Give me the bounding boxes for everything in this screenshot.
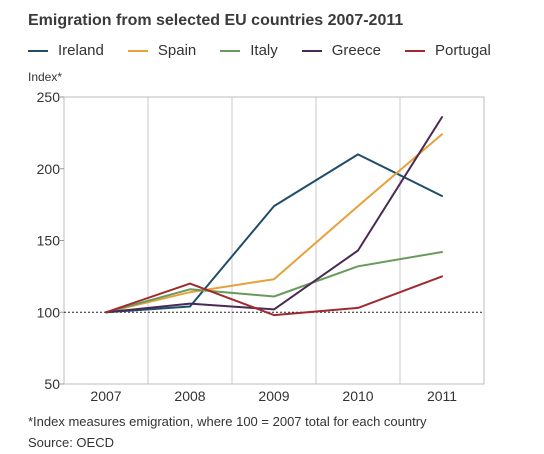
legend: Ireland Spain Italy Greece Portugal: [28, 42, 515, 59]
y-axis-label: Index*: [28, 70, 63, 84]
x-tick-label: 2007: [90, 388, 121, 404]
series-line-spain: [105, 133, 443, 314]
legend-swatch-greece: [301, 49, 322, 52]
legend-item-greece: Greece: [301, 42, 381, 59]
footnote: *Index measures emigration, where 100 = …: [28, 414, 427, 429]
legend-label-ireland: Ireland: [58, 42, 104, 59]
series-line-ireland: [105, 153, 443, 314]
x-tick-label: 2009: [258, 388, 289, 404]
legend-label-greece: Greece: [331, 42, 381, 59]
legend-item-italy: Italy: [220, 42, 278, 59]
legend-label-italy: Italy: [250, 42, 278, 59]
y-tick-label: 150: [37, 233, 61, 249]
legend-item-ireland: Ireland: [28, 42, 104, 59]
legend-swatch-portugal: [404, 49, 425, 52]
legend-item-spain: Spain: [127, 42, 197, 59]
legend-swatch-spain: [127, 49, 148, 52]
legend-label-spain: Spain: [157, 42, 197, 59]
source-note: Source: OECD: [28, 435, 114, 450]
series-line-greece: [105, 116, 443, 314]
legend-swatch-italy: [220, 49, 241, 52]
y-tick-label: 200: [37, 161, 61, 177]
chart-title: Emigration from selected EU countries 20…: [28, 12, 404, 29]
x-tick-label: 2008: [174, 388, 205, 404]
plot-frame: [63, 96, 485, 385]
y-tick-label: 50: [44, 376, 60, 392]
legend-swatch-ireland: [28, 49, 48, 52]
x-tick-label: 2010: [342, 388, 373, 404]
series-line-italy: [105, 251, 443, 314]
series-line-portugal: [105, 275, 443, 317]
x-tick-label: 2011: [427, 388, 457, 404]
legend-item-portugal: Portugal: [404, 42, 491, 59]
y-tick-label: 100: [37, 304, 61, 320]
legend-label-portugal: Portugal: [434, 42, 491, 59]
y-tick-label: 250: [37, 89, 61, 105]
